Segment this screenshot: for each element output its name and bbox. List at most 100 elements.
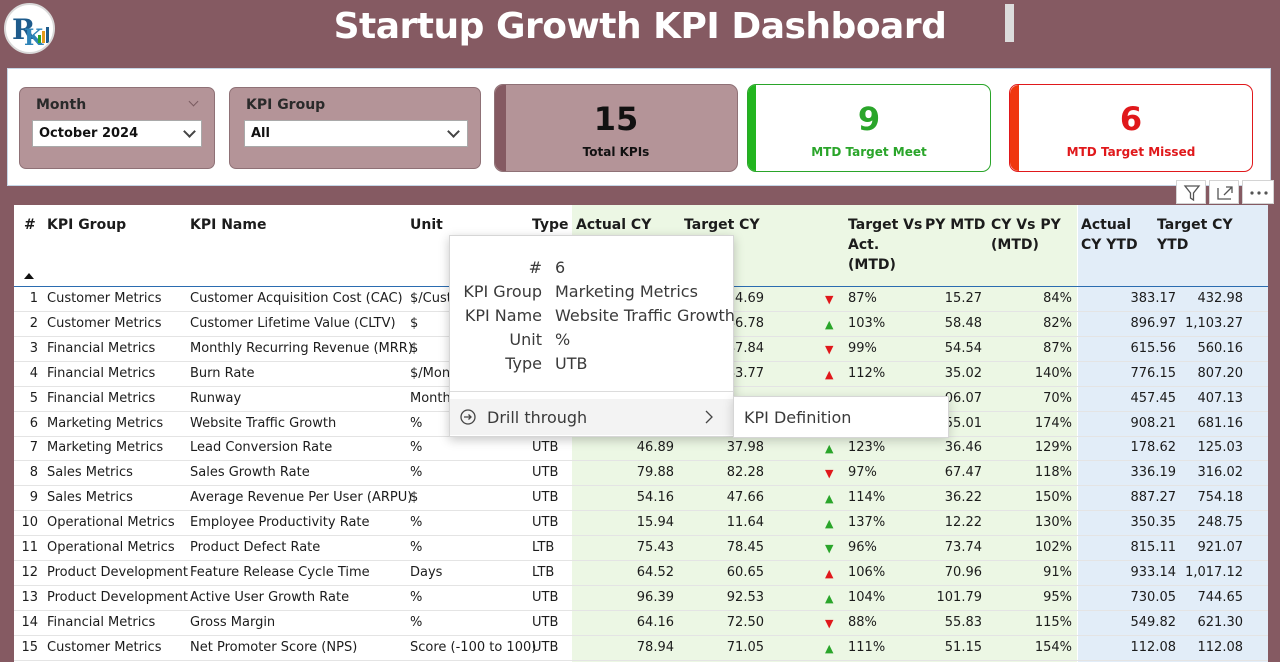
cell-py: 101.79 bbox=[936, 589, 983, 605]
table-row[interactable]: 14 Financial Metrics Gross Margin% UTB 64.16… bbox=[14, 611, 1268, 636]
cell-tva: 97% bbox=[848, 465, 877, 481]
cell-num: 10 bbox=[21, 515, 38, 531]
header-line: YTD bbox=[1157, 237, 1189, 253]
mtd-target-missed-label: MTD Target Missed bbox=[1066, 145, 1196, 159]
header-line: Actual bbox=[1081, 217, 1132, 233]
tooltip-key: # bbox=[528, 258, 542, 277]
svg-text:K: K bbox=[24, 25, 44, 51]
cell-type: UTB bbox=[532, 440, 559, 456]
month-dropdown[interactable]: October 2024 bbox=[32, 120, 202, 147]
cell-group: Financial Metrics bbox=[47, 390, 156, 406]
cell-cvp: 102% bbox=[1034, 540, 1072, 555]
cell-acy: 896.97 bbox=[1130, 315, 1177, 331]
chevron-down-icon bbox=[447, 125, 460, 138]
table-row[interactable]: 9 Sales Metrics Average Revenue Per User (… bbox=[14, 486, 1268, 512]
col-header-kpi-name[interactable]: KPI Name bbox=[190, 217, 267, 233]
filter-icon[interactable] bbox=[1176, 180, 1206, 204]
cell-tcy: 744.65 bbox=[1197, 589, 1244, 605]
header-line: Target CY bbox=[1157, 217, 1233, 233]
col-header-target-cy-ytd[interactable]: Target CY YTD bbox=[1157, 215, 1233, 255]
cell-cvp: 95% bbox=[1043, 589, 1072, 605]
focus-mode-icon[interactable] bbox=[1209, 180, 1239, 204]
cell-actual: 79.88 bbox=[636, 465, 674, 481]
cell-unit: Month bbox=[410, 390, 451, 406]
sort-ascending-icon[interactable] bbox=[24, 273, 34, 279]
col-header-type[interactable]: Type bbox=[532, 217, 569, 233]
cell-cvp: 140% bbox=[1034, 365, 1072, 381]
kpi-group-slicer: KPI Group All bbox=[229, 87, 481, 169]
mtd-target-missed-value: 6 bbox=[1119, 100, 1143, 138]
cell-num: 6 bbox=[29, 415, 38, 431]
col-header-cy-vs-py[interactable]: CY Vs PY (MTD) bbox=[991, 215, 1061, 255]
cell-py: 36.46 bbox=[944, 440, 982, 456]
col-header-py-mtd[interactable]: PY MTD bbox=[925, 217, 986, 233]
cell-unit: $/Mon bbox=[410, 365, 451, 381]
chevron-down-icon[interactable] bbox=[188, 96, 199, 107]
cell-py: 67.47 bbox=[944, 465, 982, 481]
cell-acy: 776.15 bbox=[1130, 365, 1177, 381]
col-header-target-vs-act[interactable]: Target Vs Act. (MTD) bbox=[848, 215, 922, 275]
cell-num: 11 bbox=[21, 540, 38, 555]
trend-up-icon: ▲ bbox=[825, 591, 834, 605]
cell-tva: 106% bbox=[848, 564, 886, 580]
trend-down-icon: ▼ bbox=[825, 467, 834, 481]
cell-num: 13 bbox=[21, 589, 38, 605]
tooltip-key: KPI Group bbox=[463, 282, 542, 301]
cell-tva: 111% bbox=[848, 639, 886, 655]
cell-group: Operational Metrics bbox=[47, 515, 175, 531]
cell-num: 5 bbox=[29, 390, 38, 406]
kpi-group-slicer-label: KPI Group bbox=[246, 97, 326, 113]
trend-up-icon: ▲ bbox=[825, 517, 834, 531]
col-header-actual-cy-ytd[interactable]: Actual CY YTD bbox=[1081, 215, 1138, 255]
table-row[interactable]: 10 Operational Metrics Employee Productivi… bbox=[14, 511, 1268, 537]
cell-unit: $ bbox=[410, 490, 419, 506]
table-row[interactable]: 15 Customer Metrics Net Promoter Score (NP… bbox=[14, 636, 1268, 661]
card-accent bbox=[748, 85, 756, 171]
cell-py: 36.22 bbox=[944, 490, 982, 506]
table-row[interactable]: 13 Product Development Active User Growth … bbox=[14, 586, 1268, 611]
cell-num: 9 bbox=[29, 490, 38, 506]
cell-name: Average Revenue Per User (ARPU) bbox=[190, 490, 413, 506]
drill-through-icon bbox=[460, 409, 476, 425]
cell-cvp: 130% bbox=[1034, 515, 1072, 531]
table-row[interactable]: 12 Product Development Feature Release Cyc… bbox=[14, 561, 1268, 586]
more-options-icon[interactable] bbox=[1242, 180, 1274, 204]
cell-tcy: 681.16 bbox=[1197, 415, 1244, 431]
col-header-num[interactable]: # bbox=[24, 217, 36, 233]
cell-group: Financial Metrics bbox=[47, 614, 156, 630]
col-header-unit[interactable]: Unit bbox=[410, 217, 443, 233]
cell-actual: 78.94 bbox=[636, 639, 674, 655]
col-header-target-cy[interactable]: Target CY bbox=[684, 217, 760, 233]
cell-tcy: 621.30 bbox=[1197, 614, 1244, 630]
cell-cvp: 150% bbox=[1034, 490, 1072, 506]
table-row[interactable]: 8 Sales Metrics Sales Growth Rate% UTB 79.88… bbox=[14, 461, 1268, 487]
cell-num: 7 bbox=[29, 440, 38, 456]
cell-num: 2 bbox=[29, 315, 38, 331]
cell-name: Burn Rate bbox=[190, 365, 255, 381]
cell-type: UTB bbox=[532, 614, 559, 630]
cell-acy: 178.62 bbox=[1130, 440, 1177, 456]
col-header-actual-cy[interactable]: Actual CY bbox=[576, 217, 652, 233]
mtd-target-meet-card: 9 MTD Target Meet bbox=[747, 84, 991, 172]
col-header-kpi-group[interactable]: KPI Group bbox=[47, 217, 127, 233]
drill-through-menu-item[interactable]: Drill through bbox=[450, 399, 733, 435]
table-row[interactable]: 11 Operational Metrics Product Defect Rate… bbox=[14, 536, 1268, 561]
kpi-definition-menu-item[interactable]: KPI Definition bbox=[744, 408, 852, 427]
cell-tva: 88% bbox=[848, 614, 877, 630]
cell-unit: % bbox=[410, 589, 423, 605]
cell-name: Product Defect Rate bbox=[190, 540, 321, 555]
total-kpis-card: 15 Total KPIs bbox=[494, 84, 738, 172]
cell-unit: $ bbox=[410, 315, 419, 331]
cell-group: Sales Metrics bbox=[47, 465, 133, 481]
table-row[interactable]: 7 Marketing Metrics Lead Conversion Rate% U… bbox=[14, 436, 1268, 462]
filter-panel: Month October 2024 KPI Group All 15 Tota… bbox=[7, 68, 1271, 186]
cell-unit: $ bbox=[410, 340, 419, 356]
cell-target: 37.98 bbox=[726, 440, 764, 456]
trend-up-icon: ▲ bbox=[825, 566, 834, 580]
cell-cvp: 118% bbox=[1034, 465, 1072, 481]
cell-acy: 336.19 bbox=[1130, 465, 1177, 481]
trend-up-icon: ▲ bbox=[825, 492, 834, 506]
kpi-group-dropdown[interactable]: All bbox=[244, 120, 468, 147]
chevron-down-icon bbox=[183, 125, 196, 138]
trend-down-icon: ▼ bbox=[825, 542, 834, 555]
